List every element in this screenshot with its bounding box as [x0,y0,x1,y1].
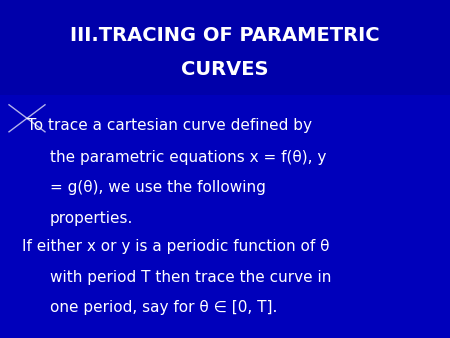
Text: If either x or y is a periodic function of θ: If either x or y is a periodic function … [22,239,330,254]
Text: To trace a cartesian curve defined by: To trace a cartesian curve defined by [27,118,312,132]
Text: III.TRACING OF PARAMETRIC: III.TRACING OF PARAMETRIC [70,26,380,45]
Text: properties.: properties. [50,211,133,225]
Text: one period, say for θ ∈ [0, T].: one period, say for θ ∈ [0, T]. [50,300,277,315]
FancyBboxPatch shape [0,0,450,95]
Text: with period T then trace the curve in: with period T then trace the curve in [50,270,331,285]
Text: the parametric equations x = f(θ), y: the parametric equations x = f(θ), y [50,150,326,165]
Text: CURVES: CURVES [181,60,269,79]
Text: = g(θ), we use the following: = g(θ), we use the following [50,180,266,195]
